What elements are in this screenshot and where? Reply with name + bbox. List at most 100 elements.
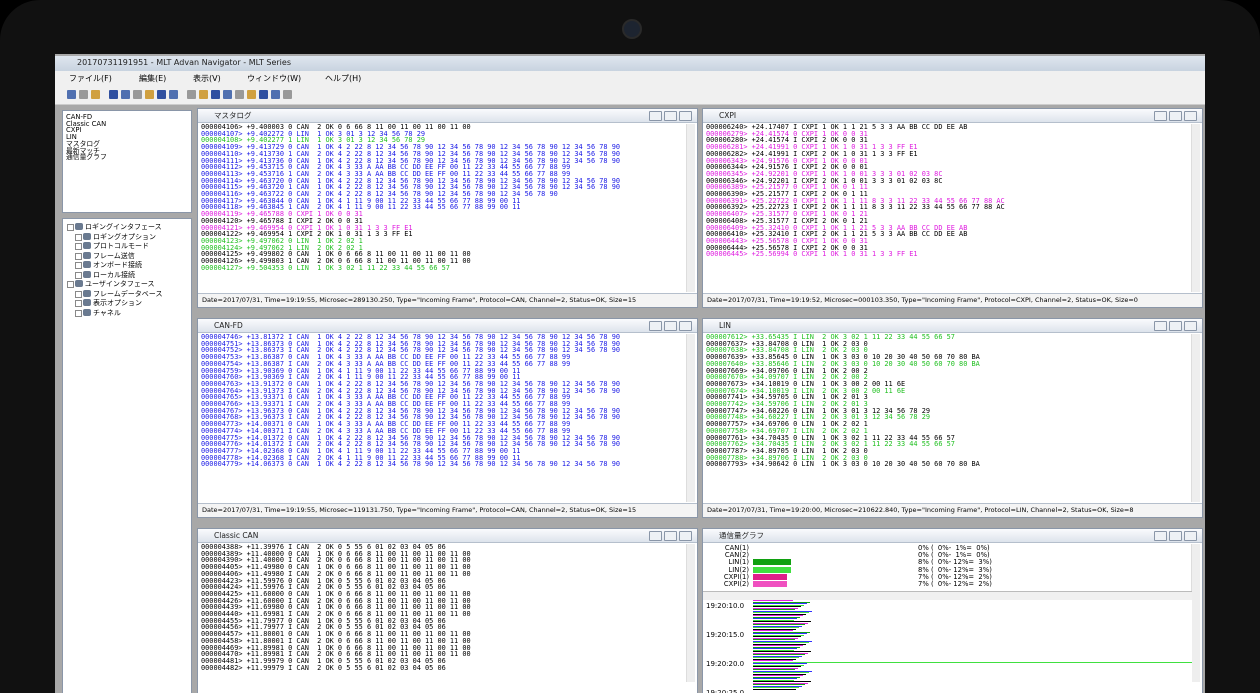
- log-line: 000007640> +33.85646 I LIN 2 OK 3 03 0 1…: [706, 359, 980, 368]
- toolbar-button[interactable]: [145, 90, 154, 99]
- traffic-bar: [753, 581, 787, 587]
- window-button[interactable]: [664, 321, 677, 331]
- toolbar-button[interactable]: [247, 90, 256, 99]
- tree-item[interactable]: ユーザインタフェース: [85, 280, 155, 288]
- toolbar-button[interactable]: [121, 90, 130, 99]
- toolbar-button[interactable]: [157, 90, 166, 99]
- menu-item[interactable]: ウィンドウ(W): [247, 74, 302, 83]
- log-line: 000004121> +9.469954 0 CXPI 1 OK 1 0 31 …: [201, 223, 413, 232]
- log-line: 000004779> +14.06373 0 CAN 1 OK 4 2 22 8…: [201, 460, 620, 469]
- window-button[interactable]: [679, 321, 692, 331]
- trace: [753, 684, 805, 685]
- window-button[interactable]: [1169, 531, 1182, 541]
- log-line: 000004778> +14.02368 I CAN 2 OK 4 1 11 9…: [201, 453, 521, 462]
- trace: [753, 612, 809, 613]
- scrollbar: [686, 124, 695, 292]
- toolbar-button[interactable]: [259, 90, 268, 99]
- window-button[interactable]: [1169, 111, 1182, 121]
- toolbar-button[interactable]: [79, 90, 88, 99]
- toolbar-button[interactable]: [235, 90, 244, 99]
- window-button[interactable]: [1154, 531, 1167, 541]
- tree-icon: [83, 270, 91, 278]
- tree-expander[interactable]: [75, 262, 82, 269]
- toolbar-button[interactable]: [271, 90, 280, 99]
- window-button[interactable]: [1154, 111, 1167, 121]
- tree-expander[interactable]: [75, 233, 82, 241]
- tree-item[interactable]: オンボード接続: [93, 261, 142, 269]
- trace: [753, 645, 803, 646]
- toolbar-button[interactable]: [91, 90, 100, 99]
- trace: [753, 664, 804, 666]
- menu-item[interactable]: ファイル(F): [69, 74, 112, 83]
- tree-item[interactable]: ローカル接続: [93, 270, 135, 279]
- window-button[interactable]: [1154, 321, 1167, 331]
- view-item[interactable]: 通信量グラフ: [66, 153, 107, 162]
- tree-item[interactable]: ロギングオプション: [93, 232, 156, 241]
- tree-expander[interactable]: [67, 281, 74, 288]
- window-button[interactable]: [679, 111, 692, 121]
- window-button[interactable]: [649, 531, 662, 541]
- window-button[interactable]: [679, 531, 692, 541]
- view-item[interactable]: 最新マッチ: [66, 146, 100, 155]
- window-button[interactable]: [649, 321, 662, 331]
- window-button[interactable]: [664, 111, 677, 121]
- toolbar-button[interactable]: [109, 90, 118, 99]
- toolbar-button[interactable]: [199, 90, 208, 99]
- trace: [753, 622, 808, 624]
- window-button[interactable]: [1169, 321, 1182, 331]
- trace: [753, 676, 800, 678]
- log-line: 000004390> +11.40000 I CAN 2 OK 0 6 66 8…: [201, 556, 471, 565]
- view-item[interactable]: CXPI: [66, 126, 82, 135]
- trace: [753, 663, 807, 664]
- toolbar-button[interactable]: [187, 90, 196, 99]
- menu-item[interactable]: ヘルプ(H): [325, 74, 362, 83]
- tree-expander[interactable]: [75, 309, 82, 317]
- view-item[interactable]: LIN: [66, 133, 77, 142]
- view-item[interactable]: Classic CAN: [66, 119, 107, 128]
- menu-item[interactable]: 表示(V): [193, 74, 221, 83]
- log-line: 000004107> +9.402272 0 LIN 1 OK 3 01 3 1…: [201, 129, 426, 138]
- toolbar-button[interactable]: [283, 90, 292, 99]
- log-line: 000004470> +11.89981 I CAN 2 OK 0 6 66 8…: [201, 650, 471, 659]
- trace: [753, 667, 798, 669]
- toolbar-button[interactable]: [223, 90, 232, 99]
- window-button[interactable]: [1184, 531, 1197, 541]
- window-button[interactable]: [1184, 111, 1197, 121]
- view-item[interactable]: CAN-FD: [66, 113, 93, 121]
- tree-expander[interactable]: [75, 252, 82, 260]
- tree-item[interactable]: ロギングインタフェース: [85, 223, 162, 231]
- time-label: 19:20:20.0: [706, 660, 745, 668]
- view-item[interactable]: マスタログ: [66, 139, 100, 148]
- log-line: 000004455> +11.79977 0 CAN 1 OK 0 5 55 6…: [201, 616, 446, 625]
- tree-icon: [83, 232, 91, 240]
- tree-item[interactable]: フレーム送信: [93, 251, 135, 260]
- tree-expander[interactable]: [75, 271, 82, 279]
- tree-item[interactable]: プロトコルモード: [93, 242, 149, 250]
- tree-expander[interactable]: [75, 300, 82, 307]
- scrollbar: [686, 544, 695, 682]
- tree-expander[interactable]: [75, 290, 82, 298]
- window-button[interactable]: [649, 111, 662, 121]
- trace: [753, 606, 801, 607]
- tree-item[interactable]: チャネル: [93, 308, 121, 317]
- tree-expander[interactable]: [67, 224, 74, 231]
- tree-item[interactable]: 表示オプション: [93, 299, 142, 307]
- trace: [753, 649, 794, 651]
- screen: 20170731191951 - MLT Advan Navigator - M…: [55, 54, 1205, 693]
- tree-icon: [83, 251, 91, 259]
- toolbar-button[interactable]: [67, 90, 76, 99]
- panel-title: LIN: [703, 319, 1202, 333]
- menu-item[interactable]: 編集(E): [139, 74, 167, 83]
- tree-item[interactable]: フレームデータベース: [93, 289, 163, 298]
- log-line: 000006344> +24.91576 I CXPI 2 OK 0 0 01: [706, 163, 868, 172]
- log-line: 000004117> +9.463844 0 CAN 1 OK 4 1 11 9…: [201, 196, 521, 205]
- window-button[interactable]: [1184, 321, 1197, 331]
- toolbar-button[interactable]: [169, 90, 178, 99]
- toolbar-button[interactable]: [133, 90, 142, 99]
- log-line: 000004481> +11.99979 0 CAN 1 OK 0 5 55 6…: [201, 656, 446, 665]
- row-value: 0% ( 0%- 1%= 0%): [918, 551, 990, 560]
- tree-expander[interactable]: [75, 243, 82, 250]
- trace: [753, 673, 806, 675]
- toolbar-button[interactable]: [211, 90, 220, 99]
- window-button[interactable]: [664, 531, 677, 541]
